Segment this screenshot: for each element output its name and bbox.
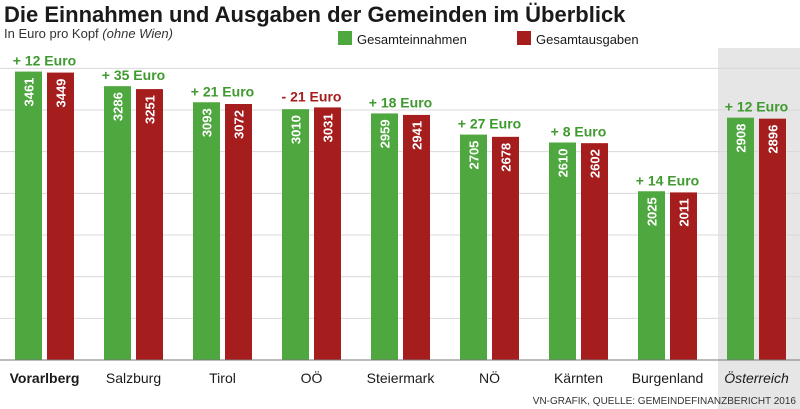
bar-income-vorarlberg <box>15 71 42 360</box>
bar-income-tirol <box>193 102 220 360</box>
bar-expenses-noe <box>492 136 519 360</box>
bars <box>15 71 786 361</box>
subtitle-prefix: In Euro pro Kopf <box>4 26 99 41</box>
bar-expenses-kaernten <box>581 143 608 360</box>
value-label-income-salzburg: 3286 <box>111 92 126 121</box>
difference-label-steiermark: + 18 Euro <box>369 94 432 110</box>
value-label-expenses-burgenland: 2011 <box>677 198 692 226</box>
value-label-expenses-steiermark: 2941 <box>410 121 425 150</box>
value-label-expenses-ooe: 3031 <box>321 113 336 142</box>
subtitle-note: (ohne Wien) <box>102 26 173 41</box>
category-label-vorarlberg: Vorarlberg <box>10 370 80 386</box>
difference-label-vorarlberg: + 12 Euro <box>13 53 76 69</box>
value-label-expenses-kaernten: 2602 <box>588 149 603 178</box>
value-label-expenses-tirol: 3072 <box>232 110 247 139</box>
value-label-income-burgenland: 2025 <box>645 197 660 226</box>
bar-income-ooe <box>282 109 309 361</box>
source-note: VN-GRAFIK, QUELLE: GEMEINDEFINANZBERICHT… <box>533 396 797 407</box>
difference-label-tirol: + 21 Euro <box>191 83 254 99</box>
legend-swatch-income <box>338 31 352 45</box>
chart-title: Die Einnahmen und Ausgaben der Gemeinden… <box>4 2 626 27</box>
category-label-burgenland: Burgenland <box>632 370 704 386</box>
grid <box>0 67 800 319</box>
value-label-expenses-vorarlberg: 3449 <box>54 79 69 108</box>
legend: Gesamteinnahmen Gesamtausgaben <box>338 31 639 47</box>
category-label-noe: NÖ <box>479 369 500 386</box>
category-label-kaernten: Kärnten <box>554 370 603 386</box>
value-label-expenses-salzburg: 3251 <box>143 95 158 124</box>
labels: 3461 3449 + 12 Euro Vorarlberg 3286 3251 + 35 … <box>10 53 789 386</box>
bar-income-noe <box>460 134 487 360</box>
difference-label-kaernten: + 8 Euro <box>551 124 607 140</box>
value-label-income-kaernten: 2610 <box>556 149 571 178</box>
bar-expenses-burgenland <box>670 192 697 360</box>
legend-swatch-expenses <box>517 31 531 45</box>
bar-income-steiermark <box>371 113 398 361</box>
chart-subtitle: In Euro pro Kopf (ohne Wien) <box>4 26 173 41</box>
bar-expenses-vorarlberg <box>47 72 74 360</box>
bar-expenses-steiermark <box>403 114 430 361</box>
value-label-expenses-noe: 2678 <box>499 143 514 172</box>
category-label-ooe: OÖ <box>301 369 323 386</box>
value-label-income-ooe: 3010 <box>289 115 304 144</box>
bar-income-salzburg <box>104 86 131 361</box>
category-label-oesterreich: Österreich <box>724 369 789 386</box>
value-label-income-noe: 2705 <box>467 141 482 170</box>
category-label-salzburg: Salzburg <box>106 370 161 386</box>
difference-label-oesterreich: + 12 Euro <box>725 99 788 115</box>
value-label-income-oesterreich: 2908 <box>734 124 749 153</box>
bar-income-burgenland <box>638 191 665 360</box>
legend-label-expenses: Gesamtausgaben <box>536 32 639 47</box>
bar-expenses-tirol <box>225 104 252 360</box>
value-label-income-steiermark: 2959 <box>378 119 393 148</box>
legend-label-income: Gesamteinnahmen <box>357 32 467 47</box>
category-label-steiermark: Steiermark <box>367 370 436 386</box>
bar-income-oesterreich <box>727 117 754 361</box>
value-label-expenses-oesterreich: 2896 <box>766 125 781 154</box>
bar-expenses-salzburg <box>136 89 163 360</box>
difference-label-salzburg: + 35 Euro <box>102 67 165 83</box>
difference-label-burgenland: + 14 Euro <box>636 172 699 188</box>
value-label-income-vorarlberg: 3461 <box>22 78 37 107</box>
difference-label-ooe: - 21 Euro <box>282 88 342 104</box>
bar-expenses-ooe <box>314 107 341 361</box>
bar-expenses-oesterreich <box>759 118 786 361</box>
bar-income-kaernten <box>549 142 576 360</box>
category-label-tirol: Tirol <box>209 370 236 386</box>
value-label-income-tirol: 3093 <box>200 108 215 137</box>
difference-label-noe: + 27 Euro <box>458 116 521 132</box>
